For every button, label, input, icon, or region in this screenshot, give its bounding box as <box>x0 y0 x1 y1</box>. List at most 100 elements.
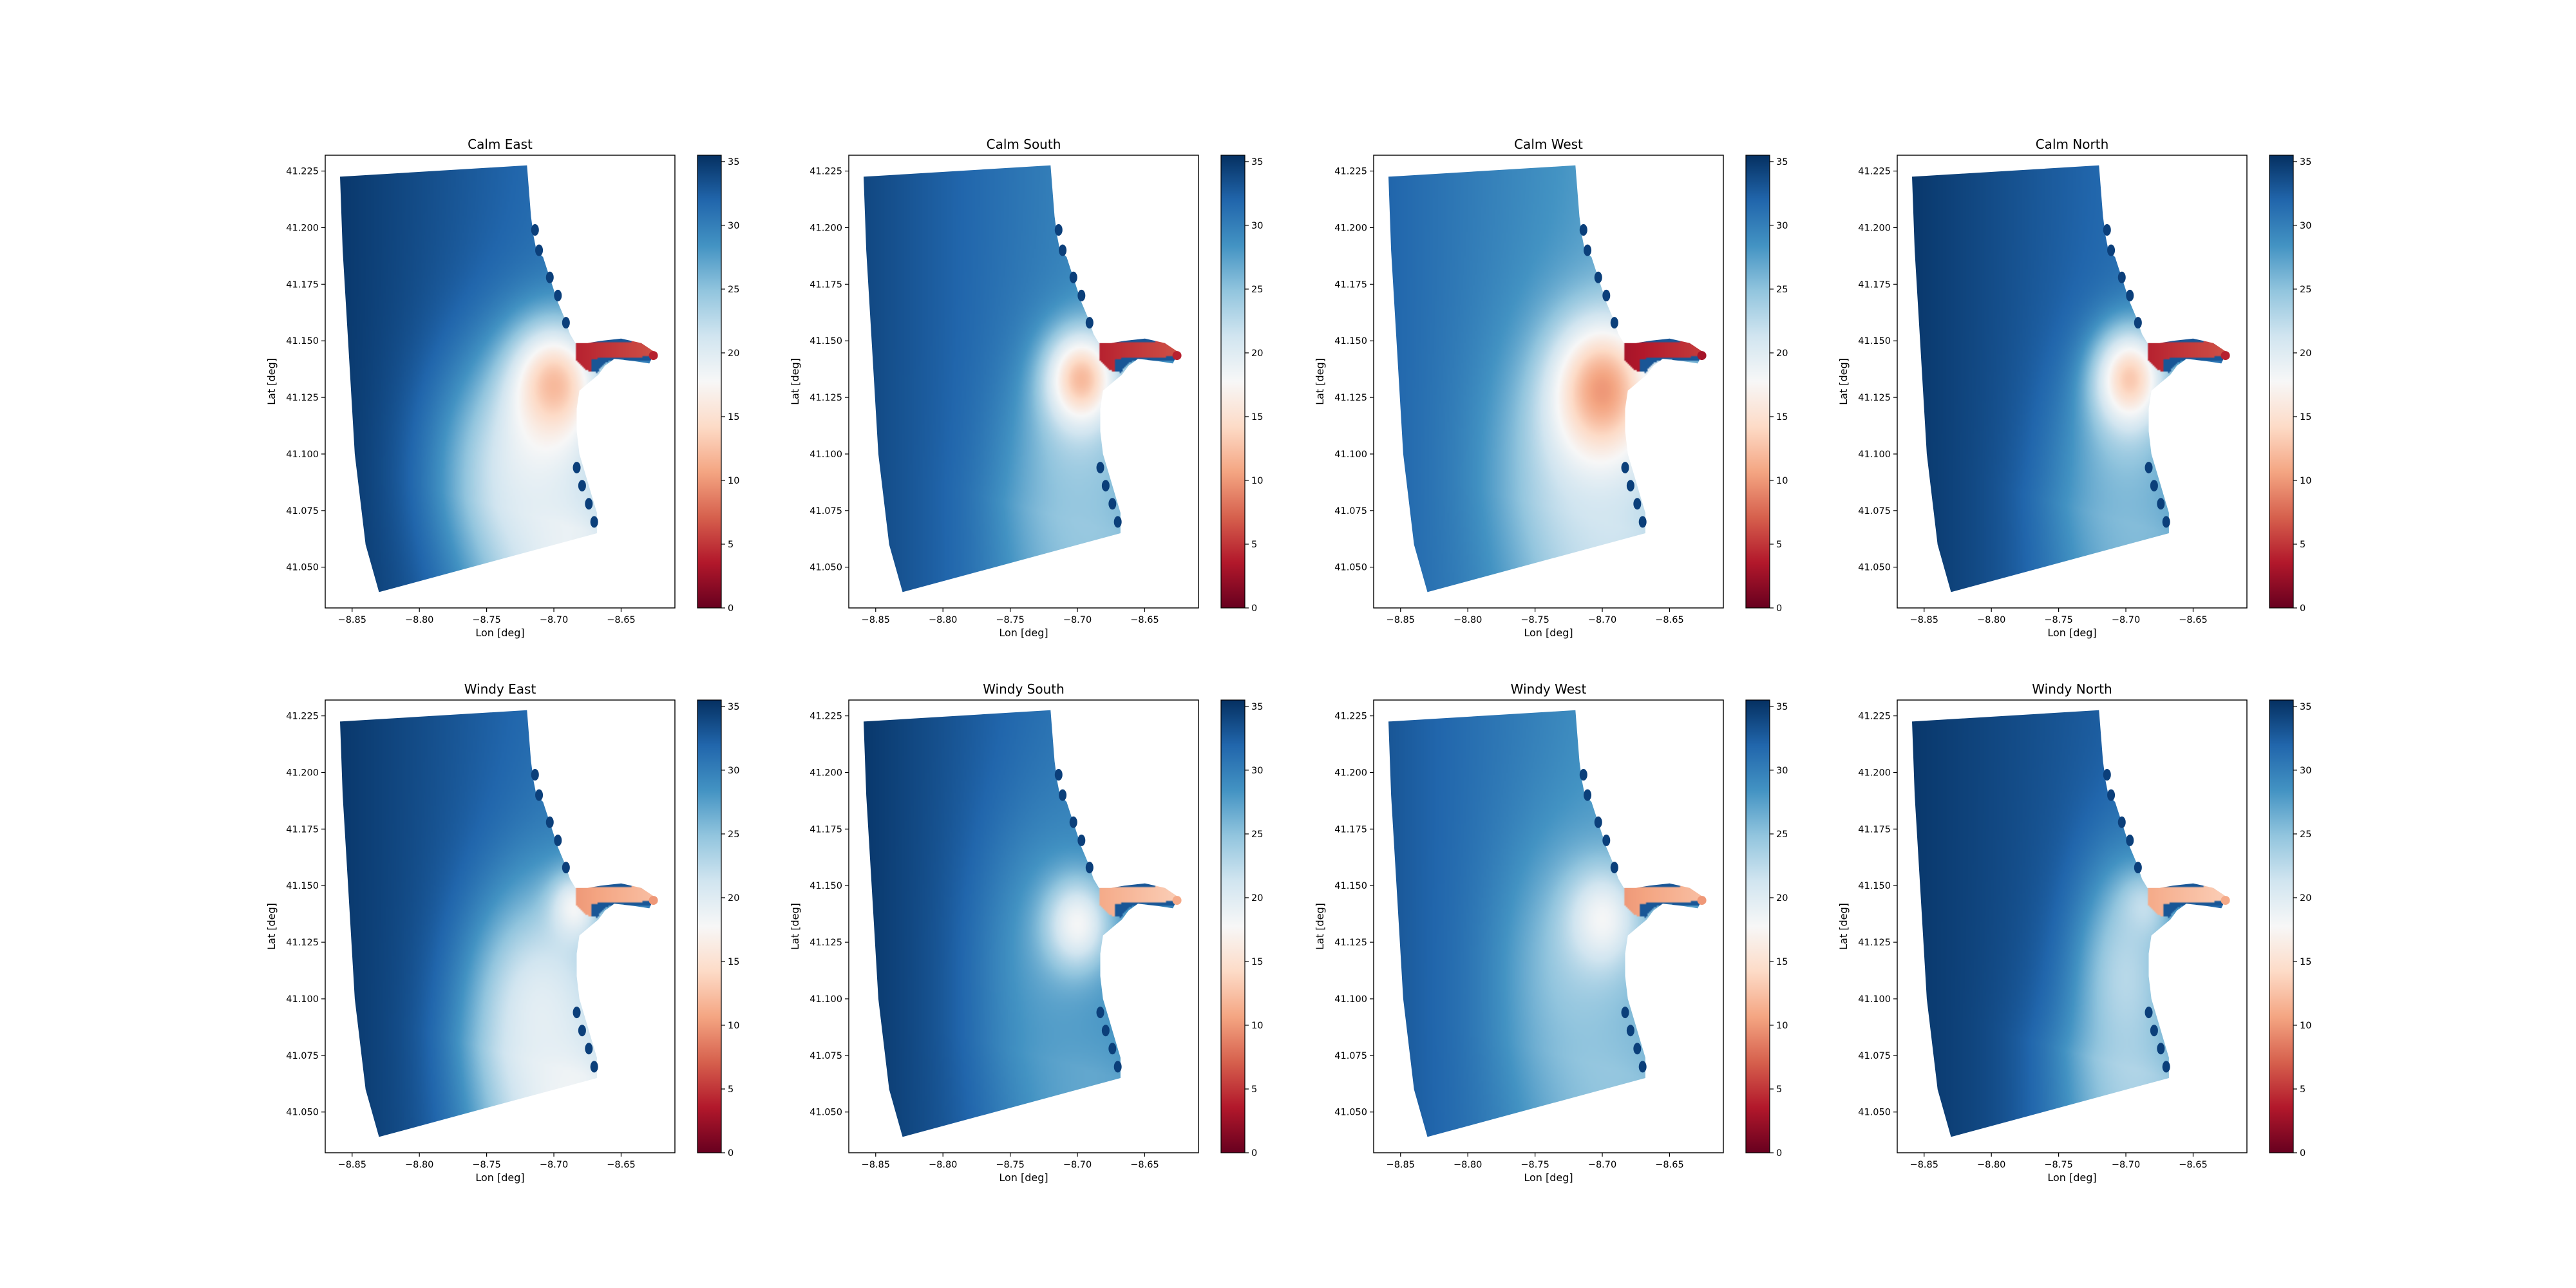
y-axis-label: Lat [deg] <box>789 903 801 950</box>
colorbar-tick-label: 30 <box>728 221 739 231</box>
x-tick-label: −8.80 <box>405 1160 433 1170</box>
colorbar-tick-label: 0 <box>2300 603 2306 614</box>
y-axis-label: Lat [deg] <box>789 358 801 405</box>
colorbar-tick-label: 10 <box>1251 1021 1263 1031</box>
coast-point <box>1096 462 1104 474</box>
y-tick-label: 41.050 <box>286 1108 319 1118</box>
coast-point <box>590 1061 598 1073</box>
colorbar-tick-label: 25 <box>1251 285 1263 295</box>
y-tick-label: 41.200 <box>1334 223 1367 233</box>
river-tip-point <box>2221 351 2230 361</box>
x-axis-label: Lon [deg] <box>999 1171 1048 1184</box>
y-tick-label: 41.075 <box>1858 506 1891 516</box>
y-tick-label: 41.050 <box>810 1108 842 1118</box>
x-axis-label: Lon [deg] <box>2047 627 2096 639</box>
colorbar-tick-label: 0 <box>1776 603 1782 614</box>
colorbar-tick-label: 25 <box>728 285 739 295</box>
colorbar-tick-label: 0 <box>2300 1148 2306 1159</box>
y-tick-label: 41.125 <box>1334 393 1367 403</box>
x-tick-label: −8.75 <box>1520 615 1549 625</box>
field-heatmap <box>864 165 1179 592</box>
coast-point <box>562 317 570 329</box>
axes-frame <box>325 699 676 1153</box>
field-heatmap <box>864 710 1179 1137</box>
colorbar-tick-label: 20 <box>728 893 739 904</box>
y-tick-label: 41.225 <box>1334 167 1367 177</box>
field-heatmap <box>340 710 655 1137</box>
colorbar-tick-label: 15 <box>728 957 739 967</box>
x-tick-label: −8.70 <box>540 1160 568 1170</box>
x-tick-label: −8.65 <box>1655 1160 1683 1170</box>
y-tick-label: 41.200 <box>286 223 319 233</box>
field-heatmap <box>340 165 655 592</box>
colorbar-tick-label: 30 <box>2300 766 2311 776</box>
coast-point <box>2103 223 2111 236</box>
coast-point <box>2126 289 2134 301</box>
y-tick-label: 41.050 <box>810 563 842 573</box>
coast-point <box>1621 462 1629 474</box>
y-tick-label: 41.200 <box>1858 768 1891 778</box>
x-axis-label: Lon [deg] <box>1524 627 1573 639</box>
x-tick-label: −8.80 <box>1454 1160 1482 1170</box>
coast-point <box>1085 862 1094 874</box>
coast-point <box>1069 271 1077 283</box>
colorbar-tick-label: 35 <box>728 702 739 712</box>
y-axis-label: Lat [deg] <box>265 358 278 405</box>
colorbar-tick-label: 30 <box>2300 221 2311 231</box>
colorbar <box>697 155 722 609</box>
x-tick-label: −8.70 <box>1588 1160 1616 1170</box>
colorbar-tick-label: 25 <box>2300 829 2311 840</box>
coast-point <box>573 1007 581 1019</box>
colorbar-tick-label: 10 <box>1776 1021 1788 1031</box>
colorbar-tick-label: 20 <box>2300 348 2311 359</box>
colorbar-tick-label: 15 <box>728 412 739 422</box>
coast-point <box>1621 1007 1629 1019</box>
x-tick-label: −8.65 <box>607 615 635 625</box>
y-tick-label: 41.225 <box>810 712 842 722</box>
y-axis-label: Lat [deg] <box>1314 358 1326 405</box>
colorbar-tick-label: 15 <box>1251 957 1263 967</box>
panel-8: Windy North −8.85 −8.80 −8.75 −8.70 −8.65 Lon … <box>1837 681 2311 1184</box>
x-tick-label: −8.65 <box>2179 615 2207 625</box>
coast-point <box>1085 317 1094 329</box>
coast-point <box>1054 768 1063 781</box>
y-tick-label: 41.100 <box>810 994 842 1005</box>
coast-point <box>2157 1043 2165 1055</box>
y-tick-label: 41.075 <box>286 506 319 516</box>
coast-point <box>2145 1007 2153 1019</box>
river-tip-point <box>649 896 658 905</box>
axes-frame <box>848 155 1199 609</box>
coast-point <box>1633 1043 1642 1055</box>
colorbar-tick-label: 0 <box>1251 603 1257 614</box>
axes-frame <box>848 699 1199 1153</box>
x-tick-label: −8.80 <box>1977 615 2005 625</box>
coast-point <box>1069 816 1077 828</box>
coast-point <box>1602 289 1611 301</box>
y-tick-label: 41.125 <box>1858 393 1891 403</box>
y-tick-label: 41.225 <box>286 167 319 177</box>
panel-title: Calm West <box>1514 137 1583 152</box>
x-tick-label: −8.75 <box>996 1160 1024 1170</box>
coast-point <box>2107 789 2116 801</box>
panel-6: Windy South −8.85 −8.80 −8.75 −8.70 −8.65 Lon … <box>789 681 1263 1184</box>
river-tip-point <box>1697 351 1707 361</box>
y-tick-label: 41.075 <box>1858 1051 1891 1061</box>
y-tick-label: 41.125 <box>810 393 842 403</box>
y-tick-label: 41.225 <box>1858 712 1891 722</box>
y-tick-label: 41.075 <box>810 1051 842 1061</box>
panel-title: Calm South <box>987 137 1061 152</box>
panel-title: Windy North <box>2032 681 2112 697</box>
x-tick-label: −8.70 <box>1063 615 1092 625</box>
coast-point <box>1584 244 1592 256</box>
x-tick-label: −8.85 <box>862 1160 890 1170</box>
y-tick-label: 41.200 <box>1334 768 1367 778</box>
coast-point <box>1594 816 1602 828</box>
x-tick-label: −8.85 <box>1387 1160 1415 1170</box>
coast-point <box>1638 516 1647 528</box>
x-tick-label: −8.85 <box>1910 1160 1938 1170</box>
coast-point <box>2150 480 2158 492</box>
y-tick-label: 41.075 <box>1334 506 1367 516</box>
y-tick-label: 41.075 <box>1334 1051 1367 1061</box>
coast-point <box>1101 1025 1110 1037</box>
coast-point <box>531 768 539 781</box>
